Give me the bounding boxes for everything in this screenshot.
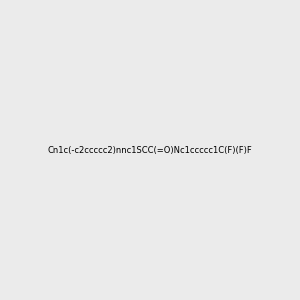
Text: Cn1c(-c2ccccc2)nnc1SCC(=O)Nc1ccccc1C(F)(F)F: Cn1c(-c2ccccc2)nnc1SCC(=O)Nc1ccccc1C(F)(… — [48, 146, 252, 154]
